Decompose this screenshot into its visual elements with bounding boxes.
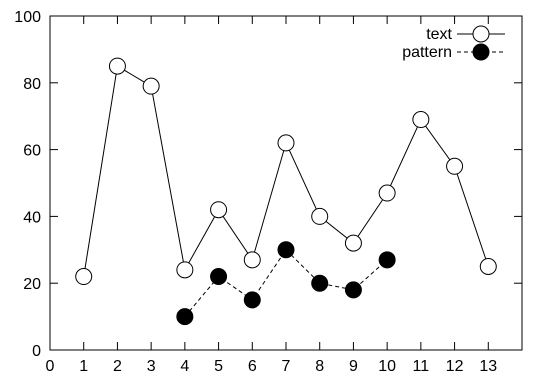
x-tick-label: 6	[248, 358, 257, 375]
data-point-text	[277, 134, 295, 152]
x-tick-label: 2	[113, 358, 122, 375]
data-point-pattern	[243, 291, 261, 309]
data-point-pattern	[344, 281, 362, 299]
data-point-pattern	[176, 308, 194, 326]
data-point-text	[446, 157, 464, 175]
data-point-pattern	[210, 268, 228, 286]
legend-label-pattern: pattern	[402, 44, 452, 61]
data-point-text	[108, 57, 126, 75]
x-tick-label: 8	[315, 358, 324, 375]
data-point-text	[378, 184, 396, 202]
data-point-text	[311, 207, 329, 225]
x-tick-label: 10	[378, 358, 396, 375]
x-tick-label: 0	[46, 358, 55, 375]
x-tick-label: 1	[79, 358, 88, 375]
x-tick-label: 4	[180, 358, 189, 375]
legend-label-text: text	[426, 26, 452, 43]
y-axis: 0 20 40 60 80 100	[14, 9, 522, 360]
y-tick-label: 0	[32, 343, 41, 360]
data-point-pattern	[378, 251, 396, 269]
x-tick-label: 7	[282, 358, 291, 375]
data-point-text	[479, 258, 497, 275]
series-layer	[75, 57, 497, 326]
data-point-pattern	[277, 241, 295, 259]
y-tick-label: 100	[14, 9, 41, 26]
x-tick-label: 3	[147, 358, 156, 375]
y-tick-label: 80	[23, 76, 41, 93]
data-point-pattern	[311, 274, 329, 292]
data-point-text	[142, 77, 160, 95]
x-tick-label: 5	[214, 358, 223, 375]
legend-marker-text	[472, 25, 490, 43]
data-point-text	[210, 201, 228, 219]
x-tick-label: 9	[349, 358, 358, 375]
data-point-text	[344, 234, 362, 252]
legend-marker-pattern	[472, 43, 490, 61]
data-point-text	[75, 268, 93, 286]
y-tick-label: 20	[23, 276, 41, 293]
data-point-text	[243, 251, 261, 269]
x-tick-label: 12	[446, 358, 464, 375]
y-tick-label: 40	[23, 209, 41, 226]
y-tick-label: 60	[23, 143, 41, 160]
x-tick-label: 13	[479, 358, 497, 375]
data-point-text	[412, 111, 430, 129]
x-axis: 0 1 2 3 4 5 6 7 8 9 10 11 12 13	[46, 16, 497, 375]
data-point-text	[176, 261, 194, 279]
x-tick-label: 11	[413, 358, 430, 375]
